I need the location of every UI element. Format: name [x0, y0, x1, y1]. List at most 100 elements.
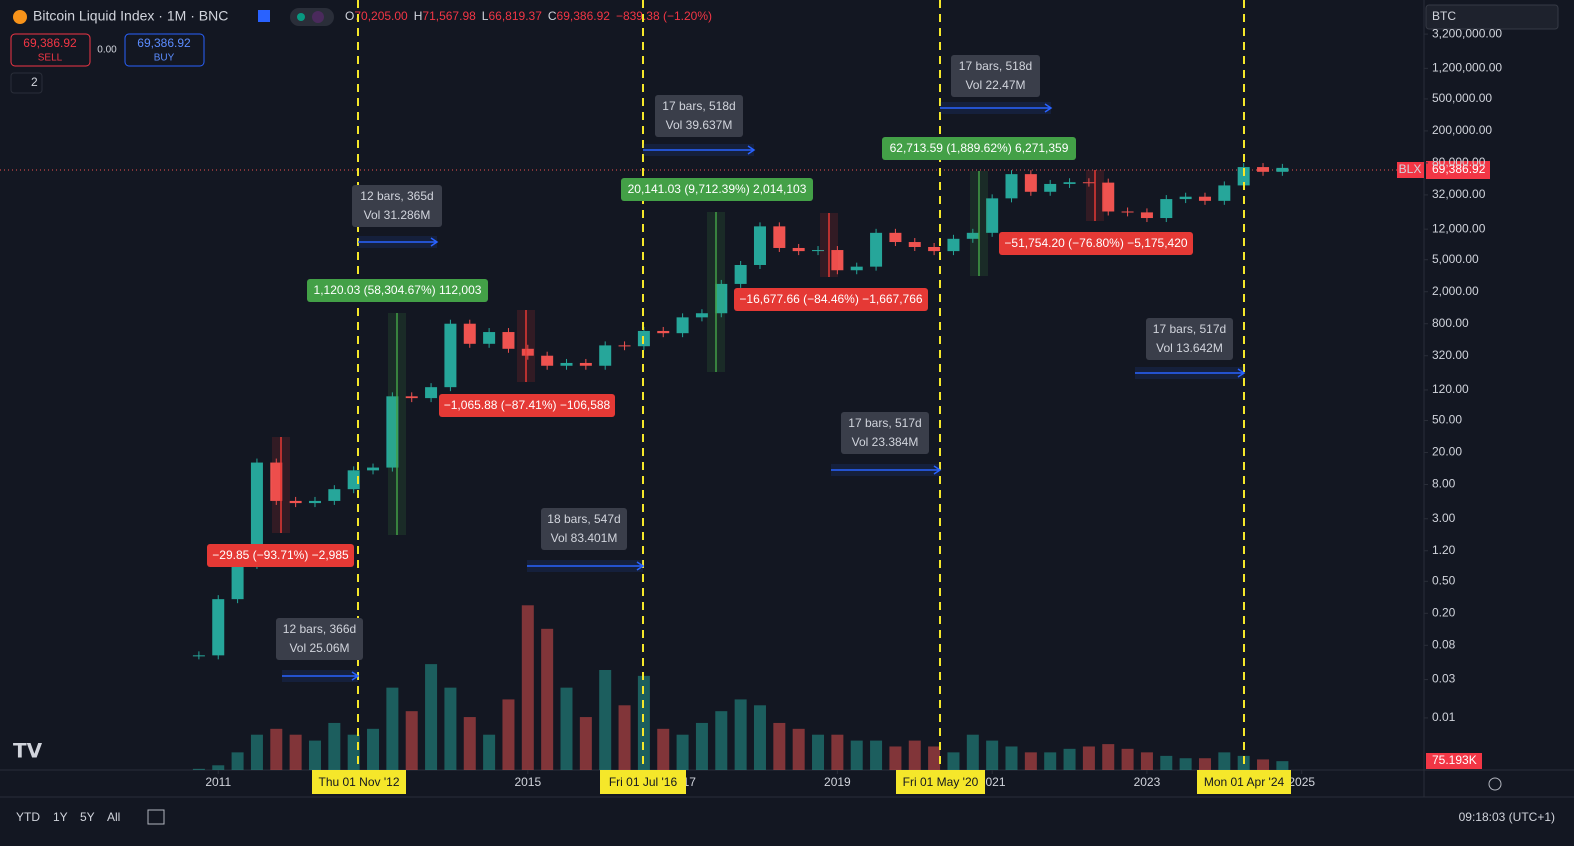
candle	[347, 470, 360, 490]
y-tick-label: 800.00	[1432, 316, 1469, 330]
volume-bar	[657, 728, 670, 770]
volume-bar	[502, 699, 515, 770]
measure-vol: Vol 13.642M	[1156, 341, 1223, 355]
candle	[966, 232, 979, 239]
volume-bar	[1024, 752, 1037, 770]
range-label: 62,713.59 (1,889.62%) 6,271,359	[890, 141, 1069, 155]
ohlc-value: 71,567.98	[422, 9, 476, 23]
last-price-box	[1426, 161, 1490, 179]
candle	[947, 238, 960, 252]
indicators-toggle[interactable]	[10, 72, 43, 94]
candle	[928, 246, 941, 252]
sell-button[interactable]	[10, 33, 91, 67]
volume-bar	[192, 768, 205, 770]
volume-bar	[308, 740, 321, 770]
spread: 0.00	[97, 45, 117, 56]
volume-bar	[812, 734, 825, 770]
volume-bar	[734, 699, 747, 770]
y-tick-label: 5,000.00	[1432, 252, 1479, 266]
candle	[1024, 174, 1037, 192]
volume-bar	[1257, 759, 1270, 770]
volume-bar	[212, 765, 225, 770]
candle	[463, 323, 476, 344]
date-marker-box	[600, 770, 686, 794]
volume-bar	[541, 628, 554, 770]
range-button[interactable]: YTD	[16, 810, 40, 824]
y-tick-label: 8.00	[1432, 477, 1456, 491]
y-tick-label: 0.20	[1432, 605, 1456, 619]
y-tick-label: 1.20	[1432, 543, 1456, 557]
x-tick-label: 2019	[824, 775, 851, 789]
volume-bar	[463, 717, 476, 770]
candle	[560, 362, 573, 366]
ohlc-key: C	[548, 9, 557, 23]
measure-bars: 12 bars, 366d	[283, 622, 356, 636]
volume-bar	[1198, 758, 1211, 770]
candle	[270, 462, 283, 501]
volume-bar	[560, 687, 573, 770]
symbol-select[interactable]	[1425, 4, 1559, 30]
range-button[interactable]: 1Y	[53, 810, 68, 824]
candle	[502, 332, 515, 349]
measure-arrowhead	[1237, 368, 1246, 378]
buy-button[interactable]	[124, 33, 205, 67]
measure-bars: 18 bars, 547d	[547, 512, 620, 526]
measure-arrowhead	[636, 561, 645, 571]
date-marker-label: Fri 01 Jul '16	[609, 775, 678, 789]
volume-bar	[637, 675, 650, 770]
range-button[interactable]: 5Y	[80, 810, 95, 824]
volume-bar	[850, 740, 863, 770]
plot	[192, 163, 1289, 770]
date-range-icon[interactable]	[147, 809, 165, 825]
volume-bar	[1276, 761, 1289, 770]
measure-vol: Vol 22.47M	[965, 78, 1025, 92]
volume-bar	[1140, 752, 1153, 770]
volume-bar	[889, 746, 902, 770]
volume-bar	[444, 687, 457, 770]
candle	[425, 387, 438, 399]
range-label: 1,120.03 (58,304.67%) 112,003	[314, 283, 482, 297]
volume-bar	[618, 705, 631, 770]
y-tick-label: 0.08	[1432, 637, 1456, 651]
flag[interactable]	[258, 10, 270, 22]
volume-bar	[425, 664, 438, 770]
range-box	[999, 232, 1193, 255]
range-box	[207, 544, 354, 567]
candle	[1082, 182, 1095, 184]
candle	[367, 467, 380, 471]
volume-bar	[367, 728, 380, 770]
volume-bar	[270, 728, 283, 770]
candle	[1102, 182, 1115, 212]
measure-arrowhead	[430, 237, 439, 247]
logo: 𝗧𝗩	[13, 740, 43, 762]
measure-bars: 17 bars, 517d	[848, 416, 921, 430]
candle	[1276, 167, 1289, 172]
x-tick-label: 2011	[205, 775, 231, 789]
candle	[908, 242, 921, 247]
candle	[386, 396, 399, 468]
measure-box	[352, 185, 442, 227]
candle	[870, 232, 883, 267]
volume-bar	[1218, 752, 1231, 770]
range-button[interactable]: All	[107, 810, 120, 824]
indicators-count: 2	[31, 75, 38, 89]
volume-bar	[1005, 746, 1018, 770]
volume-bar	[386, 687, 399, 770]
y-tick-label: 3.00	[1432, 511, 1456, 525]
measure-box	[841, 412, 929, 454]
candle	[792, 247, 805, 252]
volume-box	[1426, 753, 1482, 769]
y-tick-label: 0.01	[1432, 710, 1456, 724]
y-tick-label: 32,000.00	[1432, 187, 1486, 201]
range-box	[439, 394, 615, 417]
measure-bars: 17 bars, 518d	[662, 99, 735, 113]
settings[interactable]	[1488, 777, 1502, 791]
candle	[521, 348, 534, 356]
candle	[850, 266, 863, 271]
candle	[1005, 174, 1018, 199]
y-tick-label: 200,000.00	[1432, 123, 1492, 137]
chart-title: Bitcoin Liquid Index · 1M · BNC	[33, 8, 228, 24]
measure-vol: Vol 23.384M	[852, 435, 919, 449]
last-price: 69,386.92	[1432, 162, 1486, 176]
